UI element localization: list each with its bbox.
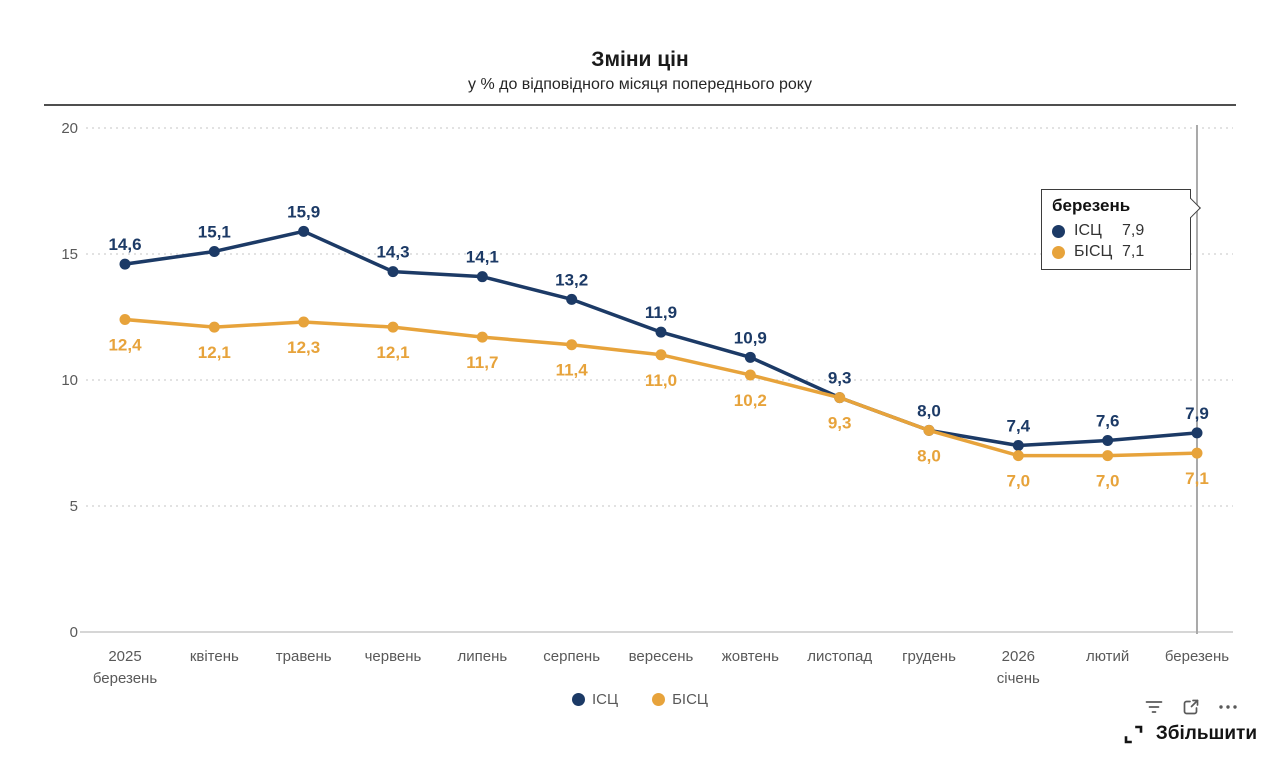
data-point[interactable] bbox=[119, 258, 131, 270]
data-label: 12,4 bbox=[108, 336, 142, 355]
chart-subtitle: у % до відповідного місяця попереднього … bbox=[468, 76, 812, 93]
x-tick-label: липень bbox=[457, 648, 507, 665]
legend-label: БІСЦ bbox=[672, 691, 709, 708]
data-label: 14,6 bbox=[108, 235, 141, 254]
filter-icon[interactable] bbox=[1144, 697, 1164, 717]
data-label: 10,2 bbox=[734, 391, 767, 410]
x-tick-label: грудень bbox=[902, 648, 956, 665]
fullscreen-corners-icon bbox=[1123, 724, 1144, 745]
data-label: 14,3 bbox=[376, 243, 409, 262]
y-tick-label: 20 bbox=[61, 120, 78, 137]
x-tick-label: листопад bbox=[807, 648, 872, 665]
data-label: 14,1 bbox=[466, 248, 499, 267]
data-label: 15,9 bbox=[287, 202, 320, 221]
data-point[interactable] bbox=[566, 293, 578, 305]
y-tick-label: 5 bbox=[70, 498, 78, 515]
header-divider bbox=[44, 104, 1236, 106]
data-point[interactable] bbox=[834, 392, 846, 404]
tooltip-title: березень bbox=[1052, 196, 1131, 215]
x-tick-label: 2026 січень bbox=[997, 648, 1040, 687]
y-tick-label: 0 bbox=[70, 624, 78, 641]
data-point[interactable] bbox=[1191, 447, 1203, 459]
data-point[interactable] bbox=[1102, 450, 1114, 462]
x-tick-label: квітень bbox=[190, 648, 239, 665]
series-dot-icon bbox=[571, 693, 585, 706]
data-label: 7,1 bbox=[1185, 469, 1209, 488]
more-options-icon[interactable] bbox=[1218, 697, 1238, 717]
series-dot-icon bbox=[1052, 245, 1065, 259]
data-label: 13,2 bbox=[555, 270, 588, 289]
data-label: 8,0 bbox=[917, 401, 941, 420]
data-point[interactable] bbox=[744, 351, 756, 363]
data-label: 9,3 bbox=[828, 369, 852, 388]
data-point[interactable] bbox=[655, 349, 667, 361]
chart-legend: ІСЦ БІСЦ bbox=[0, 691, 1280, 708]
data-label: 9,3 bbox=[828, 414, 852, 433]
chart-toolbar bbox=[1144, 697, 1238, 717]
data-point[interactable] bbox=[1191, 427, 1203, 439]
x-tick-label: березень bbox=[1165, 648, 1229, 665]
x-tick-label: вересень bbox=[629, 648, 694, 665]
x-tick-label: травень bbox=[276, 648, 332, 665]
series-line-ІСЦ bbox=[124, 229, 1198, 448]
data-label: 7,0 bbox=[1007, 472, 1031, 491]
data-point[interactable] bbox=[655, 326, 667, 338]
tooltip-series-value: 7,1 bbox=[1122, 243, 1145, 260]
zoom-button[interactable]: Збільшити bbox=[1123, 723, 1257, 745]
data-point[interactable] bbox=[566, 339, 578, 351]
tooltip-row: БІСЦ 7,1 bbox=[1052, 243, 1180, 261]
tooltip-series-value: 7,9 bbox=[1122, 222, 1145, 239]
data-point[interactable] bbox=[923, 424, 935, 436]
data-label: 11,0 bbox=[645, 371, 677, 390]
legend-item[interactable]: ІСЦ bbox=[571, 691, 619, 708]
chart-header: Зміни цін у % до відповідного місяця поп… bbox=[0, 48, 1280, 94]
tooltip-row: ІСЦ 7,9 bbox=[1052, 222, 1180, 240]
series-dot-icon bbox=[1052, 224, 1065, 238]
tooltip-series-name: БІСЦ bbox=[1074, 243, 1113, 260]
data-point[interactable] bbox=[208, 245, 220, 257]
x-tick-label: жовтень bbox=[722, 648, 779, 665]
chart-tooltip: березень ІСЦ 7,9 БІСЦ 7,1 bbox=[1041, 189, 1201, 270]
data-label: 10,9 bbox=[734, 328, 767, 347]
data-label: 12,1 bbox=[376, 343, 409, 362]
tooltip-series-name: ІСЦ bbox=[1074, 222, 1102, 239]
data-label: 11,9 bbox=[645, 303, 677, 322]
data-label: 7,6 bbox=[1096, 411, 1120, 430]
data-point[interactable] bbox=[1012, 450, 1024, 462]
x-tick-label: лютий bbox=[1086, 648, 1129, 665]
legend-item[interactable]: БІСЦ bbox=[652, 691, 708, 708]
data-point[interactable] bbox=[208, 321, 220, 333]
data-point[interactable] bbox=[476, 331, 488, 343]
legend-label: ІСЦ bbox=[591, 691, 619, 708]
data-point[interactable] bbox=[744, 369, 756, 381]
data-point[interactable] bbox=[119, 314, 131, 326]
x-tick-label: серпень bbox=[543, 648, 600, 665]
expand-icon[interactable] bbox=[1181, 697, 1201, 717]
data-point[interactable] bbox=[298, 316, 310, 328]
data-label: 11,7 bbox=[466, 353, 498, 372]
data-label: 11,4 bbox=[556, 361, 589, 380]
y-tick-label: 15 bbox=[61, 246, 78, 263]
y-tick-label: 10 bbox=[61, 372, 78, 389]
x-tick-label: червень bbox=[365, 648, 422, 665]
chart-title: Зміни цін bbox=[591, 48, 689, 71]
data-point[interactable] bbox=[387, 321, 399, 333]
series-dot-icon bbox=[652, 693, 666, 706]
data-point[interactable] bbox=[298, 225, 310, 237]
data-point[interactable] bbox=[1102, 434, 1114, 446]
data-point[interactable] bbox=[387, 266, 399, 278]
zoom-button-label: Збільшити bbox=[1155, 723, 1257, 744]
x-tick-label: 2025 березень bbox=[93, 648, 157, 687]
data-label: 7,4 bbox=[1007, 417, 1031, 436]
data-label: 15,1 bbox=[198, 222, 231, 241]
data-label: 7,9 bbox=[1185, 404, 1209, 423]
data-point[interactable] bbox=[1012, 440, 1024, 452]
data-label: 8,0 bbox=[917, 446, 941, 465]
data-point[interactable] bbox=[476, 271, 488, 283]
data-label: 12,1 bbox=[198, 343, 231, 362]
data-label: 12,3 bbox=[287, 338, 320, 357]
data-label: 7,0 bbox=[1096, 472, 1120, 491]
